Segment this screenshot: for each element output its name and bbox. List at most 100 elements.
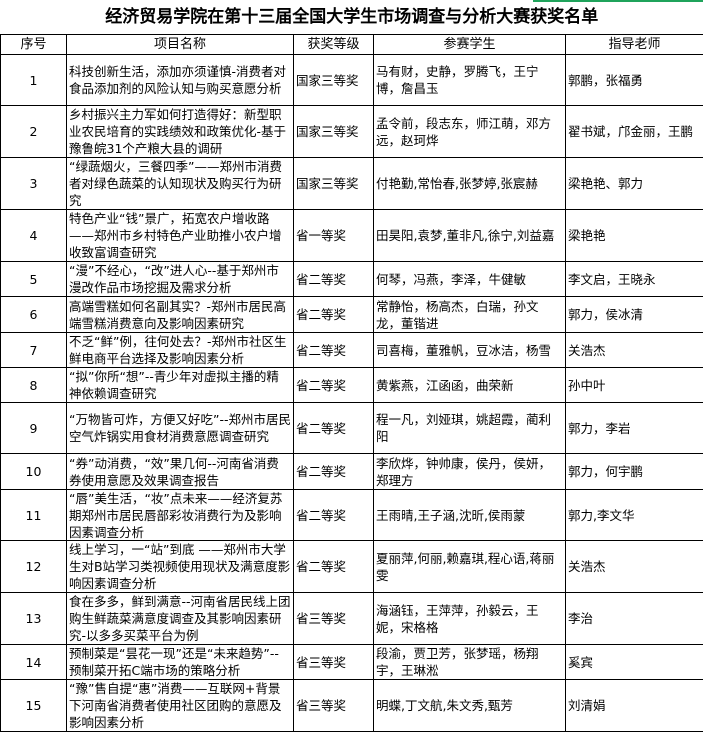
advisors: 梁艳艳 (568, 227, 701, 244)
students: 马有财，史静，罗腾飞，王宁博，詹昌玉 (376, 63, 563, 97)
award-level: 省三等奖 (296, 610, 371, 627)
row-number: 9 (3, 420, 64, 437)
row-number-cell: 13 (1, 593, 67, 645)
award-level: 省二等奖 (296, 558, 371, 575)
award-level-cell: 省二等奖 (294, 368, 374, 403)
award-level-cell: 省一等奖 (294, 210, 374, 262)
project-name-cell: 高端雪糕如何名副其实？-郑州市居民高端雪糕消费意向及影响因素研究 (67, 297, 294, 333)
advisors-cell: 李文启，王晓永 (566, 262, 703, 297)
students-cell: 常静怡，杨高杰，白瑞，孙文龙，董锴进 (374, 297, 566, 333)
students: 夏丽萍,何丽,赖嘉琪,程心语,蒋丽雯 (376, 550, 563, 584)
page-title: 经济贸易学院在第十三届全国大学生市场调查与分析大赛获奖名单 (1, 0, 703, 35)
project-name: 不乏“鲜”例，往何处去？-郑州市社区生鲜电商平台选择及影响因素分析 (69, 333, 291, 367)
award-level: 省一等奖 (296, 227, 371, 244)
award-level: 省二等奖 (296, 463, 371, 480)
students: 孟令前，段志东，师江萌，邓方远，赵珂烨 (376, 115, 563, 149)
project-name: “豫”售自提“惠”消费——互联网+背景下河南省消费者使用社区团购的意愿及影响因素… (69, 680, 291, 731)
table-row: 8“拟”你所“想”--青少年对虚拟主播的精神依赖调查研究省二等奖黄紫燕，江函函，… (1, 368, 703, 403)
award-level: 省二等奖 (296, 306, 371, 323)
project-name-cell: 食在多多，鲜到满意--河南省居民线上团购生鲜蔬菜满意度调查及其影响因素研究-以多… (67, 593, 294, 645)
row-number-cell: 2 (1, 106, 67, 158)
advisors-cell: 关浩杰 (566, 541, 703, 593)
project-name-cell: “券”动消费，“效”果几何--河南省消费券使用意愿及效果调查报告 (67, 454, 294, 490)
advisors: 郭力,李文华 (568, 507, 701, 524)
students-cell: 明蝶,丁文航,朱文秀,甄芳 (374, 680, 566, 732)
table-row: 9“万物皆可炸，方便又好吃”--郑州市居民空气炸锅实用食材消费意愿调查研究省二等… (1, 403, 703, 454)
advisors: 关浩杰 (568, 342, 701, 359)
table-row: 10“券”动消费，“效”果几何--河南省消费券使用意愿及效果调查报告省二等奖李欣… (1, 454, 703, 490)
award-level-cell: 省二等奖 (294, 297, 374, 333)
row-number: 7 (3, 342, 64, 359)
award-level: 国家三等奖 (296, 72, 371, 89)
award-level: 省三等奖 (296, 697, 371, 714)
project-name-cell: 线上学习，一“站”到底 ——郑州市大学生对B站学习类视频使用现状及满意度影响因素… (67, 541, 294, 593)
row-number: 13 (3, 610, 64, 627)
award-level-cell: 国家三等奖 (294, 55, 374, 106)
row-number-cell: 12 (1, 541, 67, 593)
advisors-cell: 刘清娟 (566, 680, 703, 732)
project-name: “拟”你所“想”--青少年对虚拟主播的精神依赖调查研究 (69, 368, 291, 402)
students-cell: 黄紫燕，江函函，曲荣新 (374, 368, 566, 403)
advisors-cell: 郭力，何宇鹏 (566, 454, 703, 490)
students: 明蝶,丁文航,朱文秀,甄芳 (376, 697, 563, 714)
award-level-cell: 省二等奖 (294, 262, 374, 297)
project-name: 乡村振兴主力军如何打造得好：新型职业农民培育的实践绩效和政策优化-基于豫鲁皖31… (69, 106, 291, 157)
students: 常静怡，杨高杰，白瑞，孙文龙，董锴进 (376, 298, 563, 332)
award-level-cell: 省三等奖 (294, 680, 374, 732)
row-number-cell: 8 (1, 368, 67, 403)
students: 王雨晴,王子涵,沈昕,侯雨蒙 (376, 507, 563, 524)
project-name: “绿蔬烟火，三餐四季”——郑州市消费者对绿色蔬菜的认知现状及购买行为研究 (69, 158, 291, 209)
students: 段渝，贾卫芳，张梦瑶，杨翔宇，王琳淞 (376, 645, 563, 679)
project-name-cell: “漫”不经心，“改”进人心--基于郑州市漫改作品市场挖掘及需求分析 (67, 262, 294, 297)
row-number: 2 (3, 123, 64, 140)
advisors: 郭力，何宇鹏 (568, 463, 701, 480)
students: 程一凡，刘娅琪，姚超霞，蔺利阳 (376, 411, 563, 445)
advisors: 梁艳艳、郭力 (568, 175, 701, 192)
project-name-cell: “豫”售自提“惠”消费——互联网+背景下河南省消费者使用社区团购的意愿及影响因素… (67, 680, 294, 732)
row-number-cell: 11 (1, 490, 67, 541)
award-level-cell: 省二等奖 (294, 333, 374, 368)
project-name-cell: “拟”你所“想”--青少年对虚拟主播的精神依赖调查研究 (67, 368, 294, 403)
row-number-cell: 6 (1, 297, 67, 333)
advisors: 刘清娟 (568, 697, 701, 714)
row-number: 15 (3, 697, 64, 714)
award-level-cell: 国家三等奖 (294, 158, 374, 210)
table-row: 13 食在多多，鲜到满意--河南省居民线上团购生鲜蔬菜满意度调查及其影响因素研究-… (1, 593, 703, 645)
advisors: 孙中叶 (568, 377, 701, 394)
students-cell: 程一凡，刘娅琪，姚超霞，蔺利阳 (374, 403, 566, 454)
project-name-cell: “绿蔬烟火，三餐四季”——郑州市消费者对绿色蔬菜的认知现状及购买行为研究 (67, 158, 294, 210)
project-name: 食在多多，鲜到满意--河南省居民线上团购生鲜蔬菜满意度调查及其影响因素研究-以多… (69, 593, 291, 644)
students: 司喜梅，董雅帆，豆冰洁，杨雪 (376, 342, 563, 359)
table-row: 5“漫”不经心，“改”进人心--基于郑州市漫改作品市场挖掘及需求分析省二等奖何琴… (1, 262, 703, 297)
project-name-cell: 预制菜是“昙花一现”还是“未来趋势”--预制菜开拓C端市场的策略分析 (67, 645, 294, 680)
award-level: 国家三等奖 (296, 123, 371, 140)
row-number-cell: 9 (1, 403, 67, 454)
column-header-no: 序号 (1, 35, 67, 55)
row-number-cell: 7 (1, 333, 67, 368)
project-name-cell: “唇”美生活，“妆”点未来——经济复苏期郑州市居民唇部彩妆消费行为及影响因素调查… (67, 490, 294, 541)
advisors-cell: 郭力,李文华 (566, 490, 703, 541)
project-name: “唇”美生活，“妆”点未来——经济复苏期郑州市居民唇部彩妆消费行为及影响因素调查… (69, 490, 291, 540)
students-cell: 王雨晴,王子涵,沈昕,侯雨蒙 (374, 490, 566, 541)
advisors-cell: 郭力，侯冰清 (566, 297, 703, 333)
row-number: 10 (3, 463, 64, 480)
column-header-advisors: 指导老师 (566, 35, 703, 55)
advisors: 李治 (568, 610, 701, 627)
award-level: 省三等奖 (296, 654, 371, 671)
advisors-cell: 郭力，李岩 (566, 403, 703, 454)
advisors: 翟书斌，邝金丽，王鹏 (568, 123, 701, 140)
students-cell: 海涵钰，王萍萍，孙毅云，王妮，宋格格 (374, 593, 566, 645)
table-row: 2 乡村振兴主力军如何打造得好：新型职业农民培育的实践绩效和政策优化-基于豫鲁皖3… (1, 106, 703, 158)
award-level-cell: 省二等奖 (294, 403, 374, 454)
project-name-cell: 不乏“鲜”例，往何处去？-郑州市社区生鲜电商平台选择及影响因素分析 (67, 333, 294, 368)
project-name: 高端雪糕如何名副其实？-郑州市居民高端雪糕消费意向及影响因素研究 (69, 298, 291, 332)
award-level-cell: 省二等奖 (294, 541, 374, 593)
project-name: 线上学习，一“站”到底 ——郑州市大学生对B站学习类视频使用现状及满意度影响因素… (69, 541, 291, 592)
project-name: “券”动消费，“效”果几何--河南省消费券使用意愿及效果调查报告 (69, 455, 291, 489)
project-name: 科技创新生活，添加亦须谨慎-消费者对食品添加剂的风险认知与购买意愿分析 (69, 63, 291, 97)
advisors-cell: 梁艳艳 (566, 210, 703, 262)
advisors-cell: 孙中叶 (566, 368, 703, 403)
table-row: 11“唇”美生活，“妆”点未来——经济复苏期郑州市居民唇部彩妆消费行为及影响因素… (1, 490, 703, 541)
